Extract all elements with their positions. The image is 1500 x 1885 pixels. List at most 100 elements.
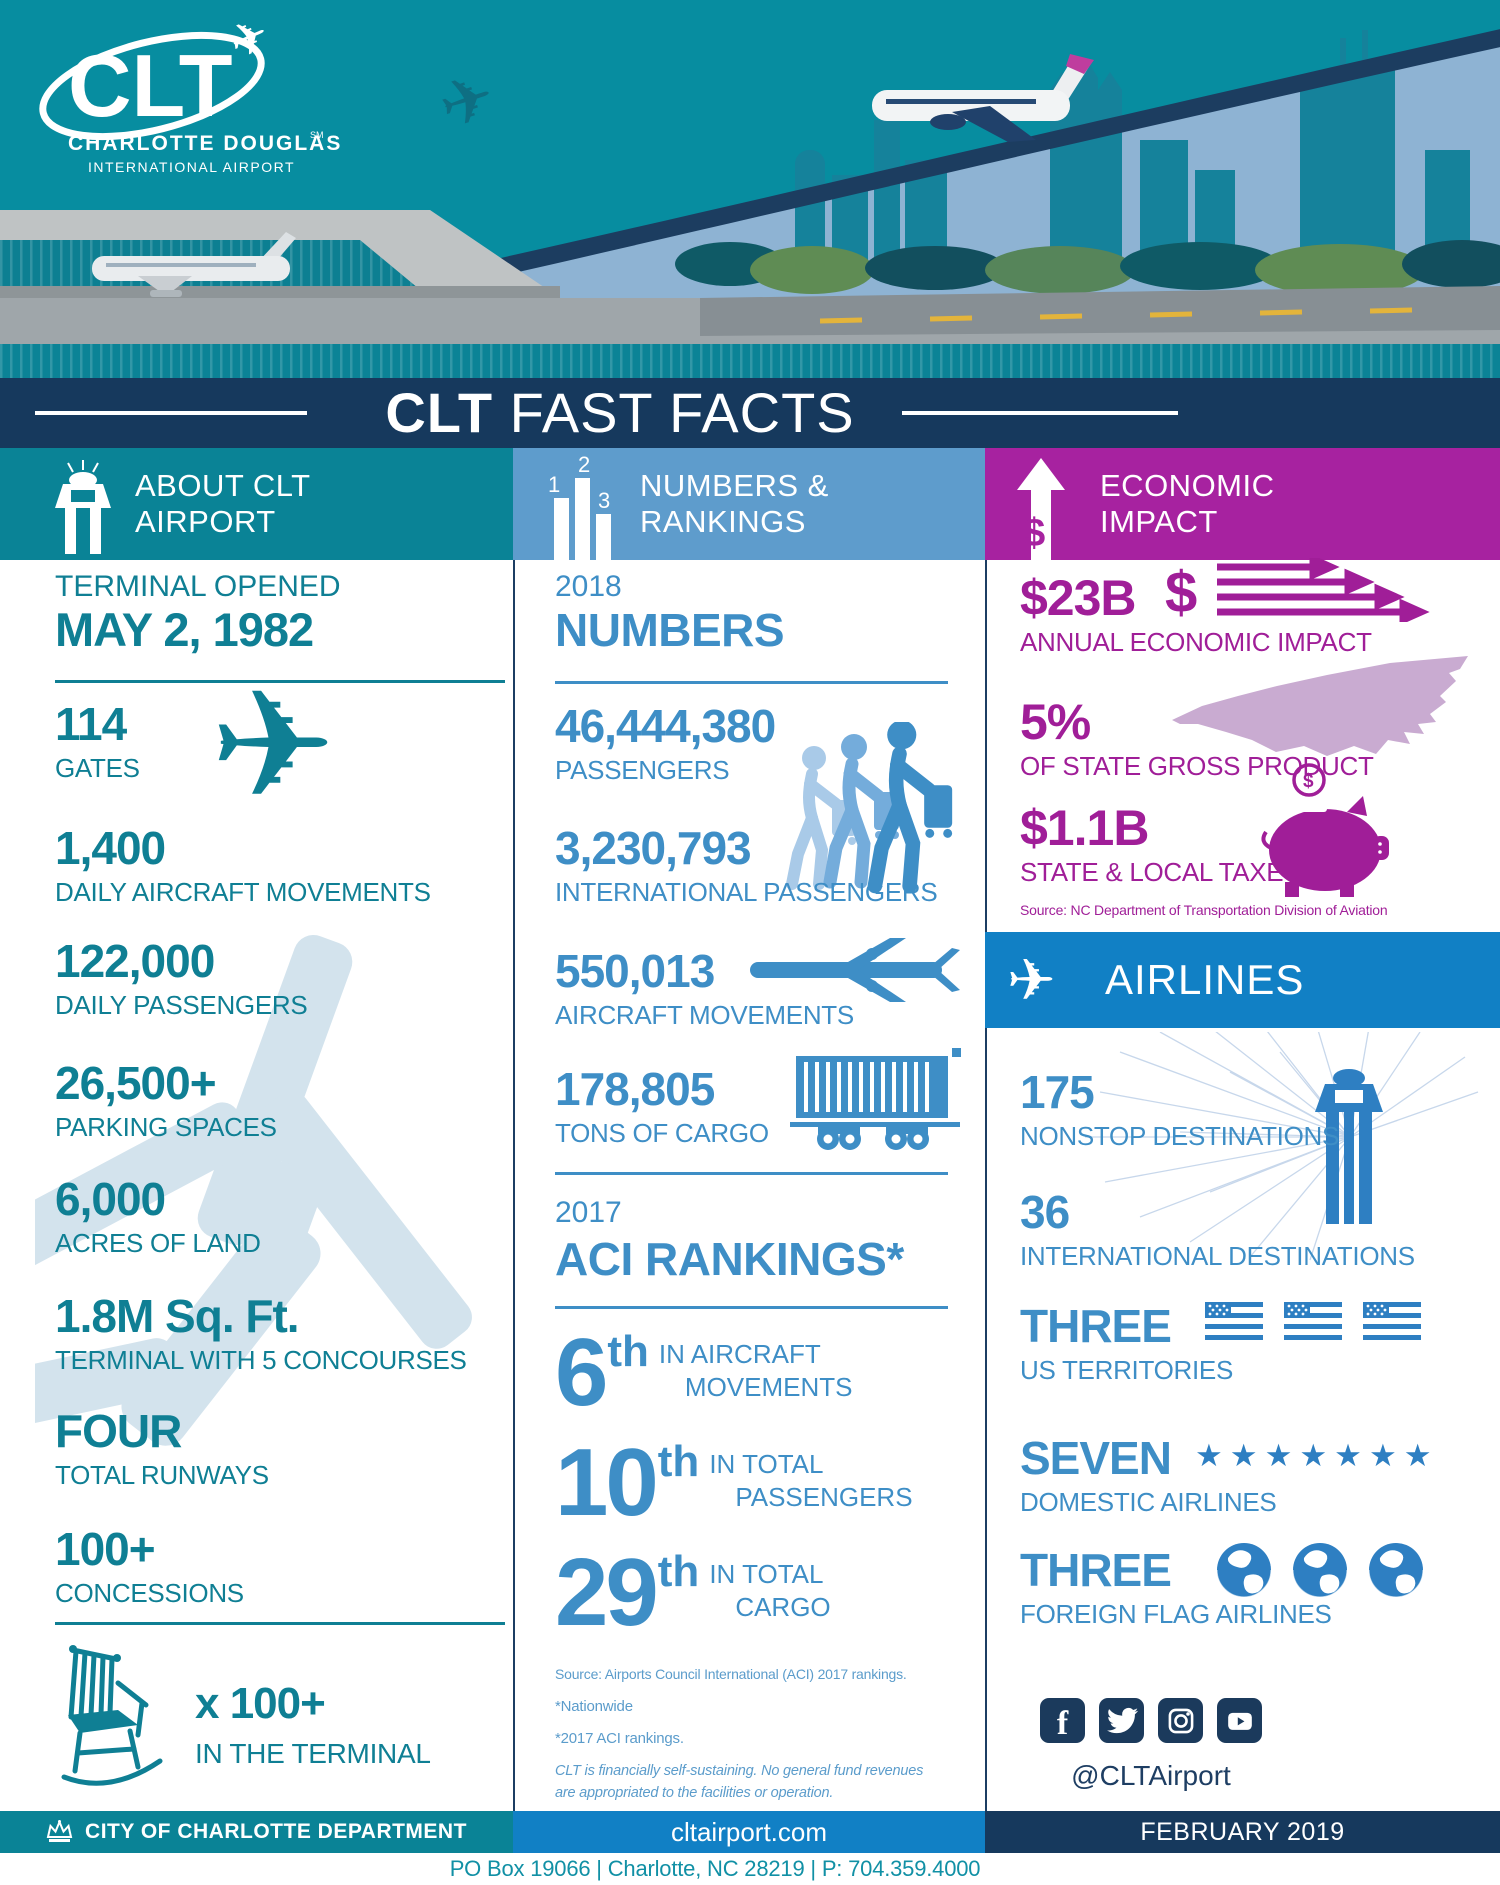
bar-chart-icon: 1 2 3 [548, 456, 611, 560]
svg-text:1: 1 [548, 472, 560, 497]
stat-terminal-opened: TERMINAL OPENED MAY 2, 1982 [55, 570, 341, 656]
north-carolina-map-icon [1172, 656, 1468, 756]
airlines-plane-icon: ✈ [1007, 948, 1056, 1013]
stat-rocking-chairs: x 100+ IN THE TERMINAL [195, 1679, 431, 1769]
note-self-sustaining: CLT is financially self-sustaining. No g… [555, 1763, 924, 1801]
rule-col2-c [555, 1306, 948, 1309]
title-rule-left [35, 411, 307, 415]
landing-plane-icon [872, 54, 1094, 142]
footer-website[interactable]: cltairport.com [513, 1811, 985, 1853]
hero-illustration: ✈ CLT ✈ CHARLOTTE DOUGLAS SM INTERNATION… [0, 0, 1500, 385]
dollar-up-arrow-icon: $ [1017, 458, 1065, 560]
youtube-icon[interactable] [1217, 1698, 1262, 1743]
numbers-heading: NUMBERS [555, 604, 785, 656]
terminal-opened-label: TERMINAL OPENED [55, 570, 341, 603]
stat-domestic-airlines: SEVEN DOMESTIC AIRLINES [1020, 1432, 1277, 1517]
hero-art: ✈ CLT ✈ CHARLOTTE DOUGLAS SM INTERNATION… [0, 0, 1500, 385]
stat-daily-passengers: 122,000 DAILY PASSENGERS [55, 935, 308, 1020]
stat-passengers: 46,444,380 PASSENGERS [555, 700, 776, 785]
runway [0, 286, 1500, 378]
footer-department: CITY OF CHARLOTTE DEPARTMENT [0, 1811, 513, 1853]
airplane-top-view-icon [750, 938, 960, 1002]
stat-aircraft-movements: 550,013 AIRCRAFT MOVEMENTS [555, 945, 854, 1030]
stat-foreign-flag-airlines: THREE FOREIGN FLAG AIRLINES [1020, 1544, 1332, 1629]
social-links: f [1040, 1698, 1262, 1743]
facebook-icon[interactable]: f [1040, 1698, 1085, 1743]
logo-clt-text: CLT [68, 36, 233, 135]
section-header-numbers: 1 2 3 NUMBERS & RANKINGS [513, 448, 985, 560]
rankings-source: Source: Airports Council International (… [555, 1666, 907, 1682]
us-flags-icon [1205, 1302, 1421, 1340]
svg-text:$: $ [1303, 771, 1314, 792]
note-nationwide: *Nationwide [555, 1698, 633, 1715]
rule-col2-a [555, 681, 948, 684]
terminal-opened-value: MAY 2, 1982 [55, 603, 314, 656]
parked-plane-icon [92, 232, 296, 297]
rule-col2-b [555, 1172, 948, 1175]
svg-text:$: $ [1165, 560, 1197, 622]
stat-international-destinations: 36 INTERNATIONAL DESTINATIONS [1020, 1186, 1415, 1271]
stat-concessions: 100+ CONCESSIONS [55, 1523, 244, 1608]
routes-tower-icon [1085, 1032, 1479, 1261]
trees [675, 240, 1500, 296]
svg-text:$: $ [1023, 511, 1045, 555]
stat-gates: 114 GATES [55, 698, 140, 783]
stat-parking-spaces: 26,500+ PARKING SPACES [55, 1057, 277, 1142]
column-divider-2 [985, 560, 987, 1811]
stat-state-gross-product: 5% OF STATE GROSS PRODUCT [1020, 694, 1374, 781]
stat-international-passengers: 3,230,793 INTERNATIONAL PASSENGERS [555, 822, 938, 907]
stat-economic-impact: $23B ANNUAL ECONOMIC IMPACT [1020, 570, 1372, 657]
section-title-economic: ECONOMIC IMPACT [1100, 468, 1275, 539]
airport-map-watermark [35, 935, 472, 1446]
twitter-icon[interactable] [1099, 1698, 1144, 1743]
page-title: CLT FAST FACTS [0, 378, 1240, 448]
rule-col1-a [55, 680, 505, 683]
title-bar: CLT FAST FACTS [0, 378, 1500, 448]
logo-sm: SM [310, 130, 324, 140]
stat-state-local-taxes: $1.1B STATE & LOCAL TAXES [1020, 800, 1301, 887]
logo-line1: CHARLOTTE DOUGLAS [68, 132, 342, 155]
clt-logo: CLT ✈ CHARLOTTE DOUGLAS SM INTERNATIONAL… [39, 6, 342, 175]
logo-line2: INTERNATIONAL AIRPORT [88, 159, 295, 175]
passengers-icon [786, 722, 953, 894]
svg-text:3: 3 [598, 488, 610, 513]
globes-icon [1216, 1543, 1424, 1598]
column-divider-1 [513, 560, 515, 1811]
rocking-chair-icon [61, 1645, 163, 1786]
rule-col1-b [55, 1622, 505, 1625]
dollar-arrows-icon: $ [1165, 558, 1430, 622]
stat-tons-of-cargo: 178,805 TONS OF CARGO [555, 1063, 769, 1148]
stat-terminal-size: 1.8M Sq. Ft. TERMINAL WITH 5 CONCOURSES [55, 1290, 467, 1375]
rankings-heading: ACI RANKINGS* [555, 1233, 904, 1285]
section-header-airlines: ✈ AIRLINES [985, 932, 1500, 1028]
footer-department-label: CITY OF CHARLOTTE DEPARTMENT [85, 1820, 467, 1843]
crown-icon [46, 1820, 73, 1842]
stat-acres-of-land: 6,000 ACRES OF LAND [55, 1173, 261, 1258]
footer-address: PO Box 19066 | Charlotte, NC 28219 | P: … [449, 1856, 981, 1881]
social-handle[interactable]: @CLTAirport [1071, 1760, 1231, 1791]
section-title-about: ABOUT CLT AIRPORT [135, 468, 311, 539]
section-header-economic: $ ECONOMIC IMPACT [985, 448, 1500, 560]
svg-text:2: 2 [578, 456, 590, 477]
stat-us-territories: THREE US TERRITORIES [1020, 1300, 1233, 1385]
numbers-year: 2018 [555, 570, 622, 603]
control-tower-icon [55, 460, 111, 554]
piggy-bank-icon: $ [1261, 763, 1389, 897]
footer-date: FEBRUARY 2019 [985, 1811, 1500, 1853]
title-rule-right [902, 411, 1178, 415]
note-aci: *2017 ACI rankings. [555, 1730, 684, 1747]
stat-daily-aircraft-movements: 1,400 DAILY AIRCRAFT MOVEMENTS [55, 822, 431, 907]
stat-total-runways: FOUR TOTAL RUNWAYS [55, 1405, 269, 1490]
cargo-container-icon [790, 1048, 961, 1150]
airlines-heading: AIRLINES [1105, 956, 1305, 1003]
page-title-brand: CLT [385, 381, 494, 444]
jumbo-jet-icon: ✈ [210, 661, 336, 829]
stat-nonstop-destinations: 175 NONSTOP DESTINATIONS [1020, 1066, 1340, 1151]
rankings-year: 2017 [555, 1196, 622, 1229]
page-title-rest: FAST FACTS [493, 381, 855, 444]
section-header-about: ABOUT CLT AIRPORT [0, 448, 513, 560]
instagram-icon[interactable] [1158, 1698, 1203, 1743]
